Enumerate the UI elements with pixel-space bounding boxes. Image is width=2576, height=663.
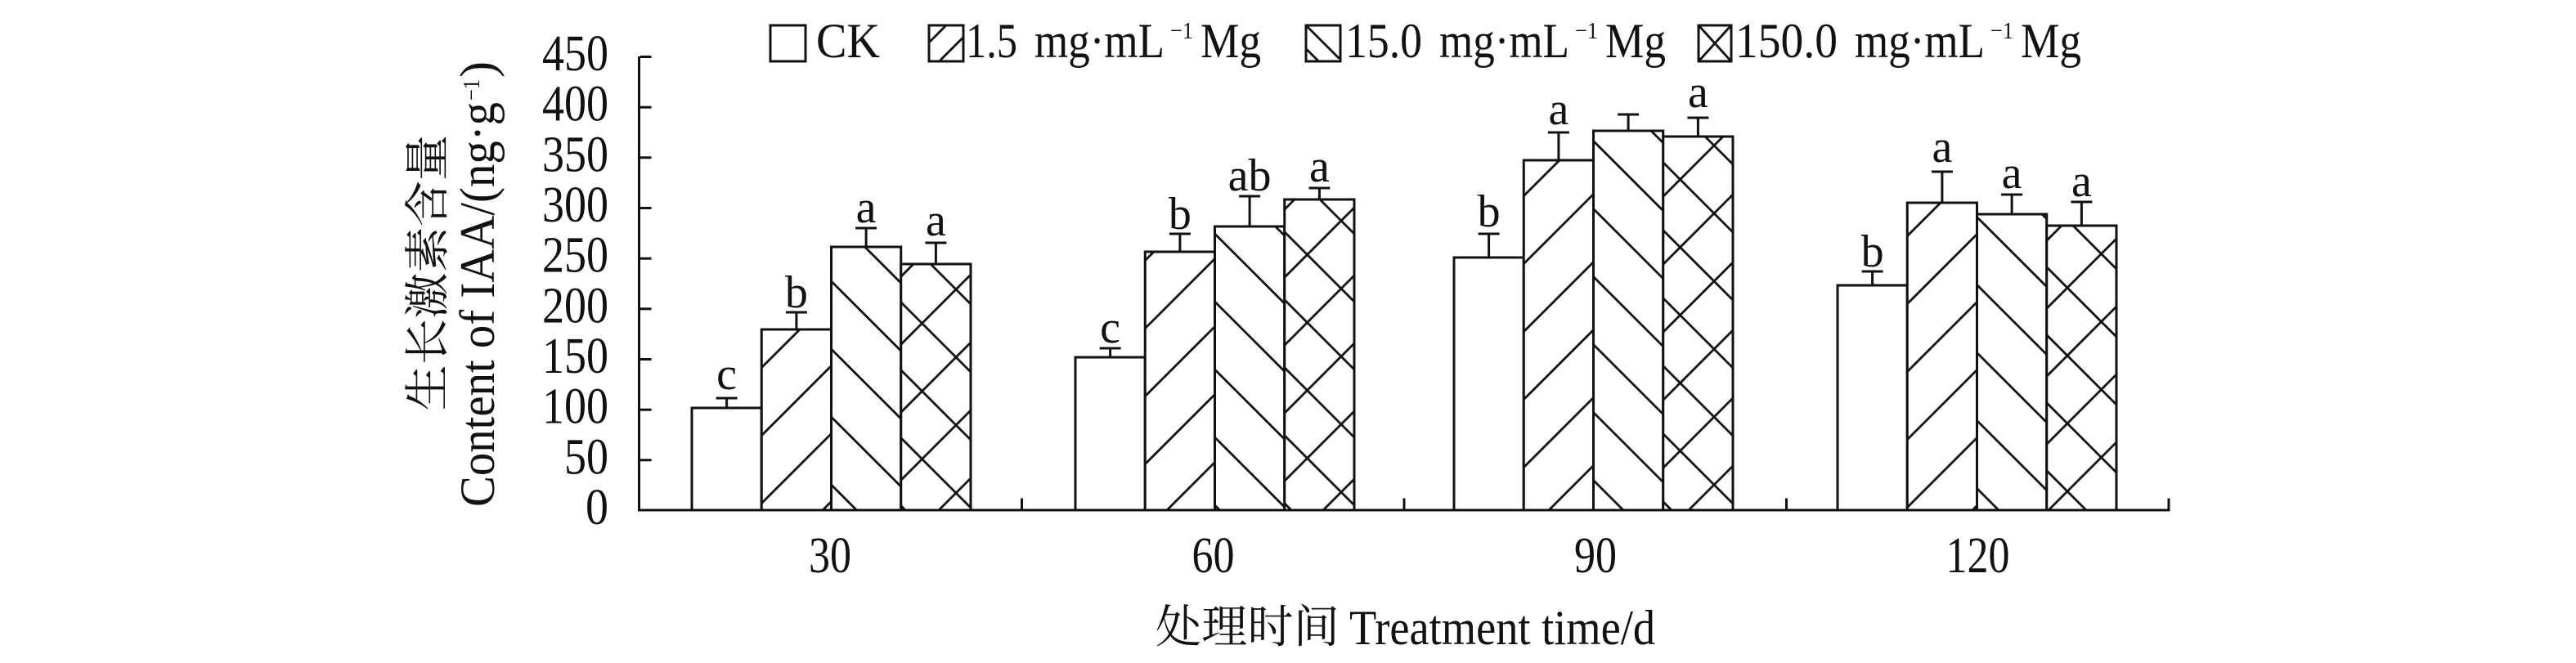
svg-text:b: b [1861,226,1884,277]
svg-text:mg·mL: mg·mL [1855,14,1985,68]
svg-text:Mg: Mg [2021,14,2081,68]
svg-text:mg·mL: mg·mL [1439,14,1569,68]
svg-text:350: 350 [542,127,608,182]
svg-text:): ) [451,61,505,78]
svg-text:250: 250 [542,228,608,284]
svg-text:Mg: Mg [1200,14,1261,68]
svg-text:Content of IAA/(ng·g: Content of IAA/(ng·g [451,102,505,507]
svg-text:mg·mL: mg·mL [1034,14,1165,68]
svg-text:c: c [716,349,737,400]
svg-text:a: a [1932,122,1952,172]
svg-text:a: a [1309,141,1330,192]
svg-text:Mg: Mg [1605,14,1666,68]
svg-text:200: 200 [542,278,608,334]
svg-text:90: 90 [1574,528,1617,584]
svg-text:30: 30 [809,528,851,584]
svg-text:b: b [1169,189,1192,240]
svg-text:−1: −1 [459,79,485,101]
svg-text:−1: −1 [1170,18,1193,44]
svg-text:120: 120 [1946,528,2010,584]
svg-text:150: 150 [542,329,608,384]
svg-text:a: a [1688,67,1708,118]
svg-text:100: 100 [542,379,608,435]
svg-text:−1: −1 [1990,18,2013,44]
svg-text:60: 60 [1192,528,1235,584]
svg-text:a: a [856,182,877,233]
svg-text:1.5: 1.5 [966,14,1017,68]
svg-text:CK: CK [816,14,880,68]
svg-text:a: a [926,195,946,246]
svg-text:a: a [2002,148,2022,199]
svg-text:0: 0 [586,480,608,535]
svg-text:a: a [2071,156,2092,207]
svg-text:450: 450 [542,26,608,82]
svg-text:400: 400 [542,77,608,132]
svg-text:b: b [1478,186,1501,237]
svg-text:150.0: 150.0 [1735,14,1838,68]
svg-text:a: a [1548,84,1568,135]
svg-text:ab: ab [1228,150,1272,201]
svg-text:−1: −1 [1575,18,1598,44]
svg-text:50: 50 [564,429,608,485]
svg-text:b: b [785,267,808,318]
svg-text:300: 300 [542,177,608,233]
svg-text:c: c [1100,302,1120,353]
svg-text:15.0: 15.0 [1345,14,1422,68]
svg-text:Treatment time/d: Treatment time/d [1349,601,1655,655]
